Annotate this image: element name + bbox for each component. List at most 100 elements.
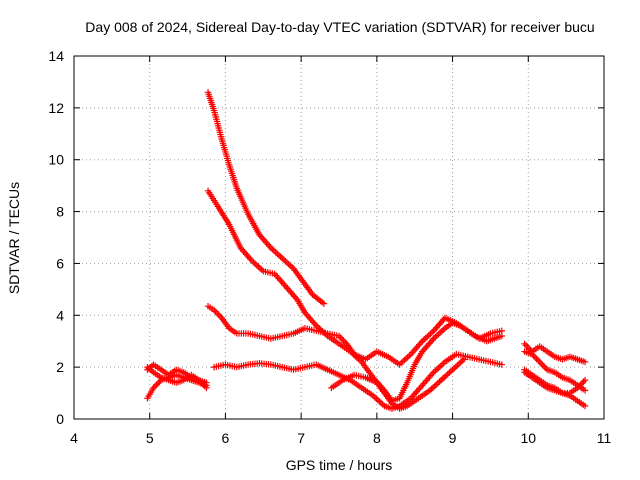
series-trace-3	[204, 303, 505, 368]
data-point	[581, 387, 589, 394]
data-point	[401, 356, 408, 364]
data-marks	[144, 89, 589, 412]
data-point	[436, 378, 443, 385]
data-point	[436, 363, 444, 370]
y-tick-label: 10	[48, 152, 64, 168]
data-point	[439, 375, 447, 382]
grid	[74, 56, 604, 419]
data-point	[498, 327, 505, 335]
data-point	[460, 356, 468, 363]
x-tick-label: 9	[449, 430, 457, 446]
data-point	[275, 252, 283, 259]
data-point	[457, 359, 464, 366]
data-point	[537, 360, 545, 367]
data-point	[581, 358, 589, 366]
data-point	[314, 323, 322, 331]
data-point	[431, 382, 438, 390]
data-point	[428, 329, 436, 336]
y-tick-label: 6	[56, 255, 64, 271]
series-trace-5	[328, 356, 468, 412]
data-point	[540, 363, 548, 370]
data-point	[406, 352, 413, 359]
series-trace-9	[521, 340, 589, 366]
data-point	[580, 378, 587, 385]
data-point	[373, 395, 380, 402]
data-point	[539, 361, 546, 369]
data-point	[444, 370, 451, 378]
series-trace-8	[144, 363, 210, 392]
data-point	[148, 367, 156, 375]
data-point	[452, 363, 460, 370]
data-point	[432, 367, 439, 375]
data-point	[533, 355, 540, 363]
data-point	[215, 311, 222, 318]
data-point	[438, 328, 445, 335]
x-tick-label: 5	[146, 430, 154, 446]
x-axis-label: GPS time / hours	[286, 457, 393, 473]
y-tick-label: 12	[48, 100, 64, 116]
data-point	[212, 308, 219, 315]
data-point	[374, 396, 382, 404]
data-point	[427, 330, 434, 338]
x-tick-label: 10	[520, 430, 536, 446]
y-axis-label: SDTVAR / TECUs	[6, 182, 22, 294]
data-point	[454, 362, 461, 369]
x-tick-label: 6	[222, 430, 230, 446]
x-tick-label: 7	[297, 430, 305, 446]
data-point	[459, 357, 466, 365]
data-point	[498, 361, 505, 368]
data-point	[274, 250, 281, 257]
data-point	[446, 369, 453, 376]
data-point	[285, 260, 292, 268]
data-point	[250, 259, 257, 266]
data-point	[404, 353, 411, 361]
data-point	[581, 402, 589, 410]
data-point	[436, 329, 444, 336]
data-point	[255, 263, 262, 270]
data-point	[279, 255, 286, 262]
data-point	[277, 253, 284, 260]
chart-title: Day 008 of 2024, Sidereal Day-to-day VTE…	[85, 19, 594, 35]
data-point	[524, 343, 531, 351]
data-point	[442, 372, 450, 379]
x-tick-label: 11	[597, 430, 612, 446]
y-tick-label: 8	[56, 204, 64, 220]
data-point	[288, 263, 296, 271]
plot-frame	[73, 55, 605, 420]
data-point	[425, 332, 432, 339]
x-tick-label: 4	[70, 430, 78, 446]
data-point	[432, 333, 439, 341]
data-point	[534, 357, 542, 364]
data-point	[438, 361, 445, 369]
data-point	[581, 376, 589, 384]
data-point	[423, 333, 431, 340]
data-point	[420, 336, 428, 343]
data-point	[251, 260, 259, 267]
y-tick-label: 2	[56, 359, 64, 375]
data-point	[154, 380, 162, 387]
data-point	[402, 355, 410, 362]
data-point	[521, 340, 528, 348]
data-point	[203, 384, 210, 392]
data-point	[377, 399, 385, 407]
data-point	[447, 368, 455, 375]
series-trace-6	[144, 371, 210, 402]
data-point	[256, 265, 264, 272]
y-tick-label: 4	[56, 307, 64, 323]
data-point	[397, 359, 405, 367]
data-point	[435, 330, 442, 338]
data-point	[422, 335, 429, 342]
data-point	[153, 381, 160, 388]
data-point	[270, 247, 278, 255]
series-trace-12	[521, 369, 589, 397]
data-point	[435, 364, 442, 372]
data-point	[280, 256, 288, 263]
data-point	[269, 246, 276, 253]
data-point	[287, 262, 294, 269]
series-trace-2	[204, 187, 505, 405]
data-point	[531, 354, 539, 361]
data-point	[434, 379, 442, 387]
data-point	[438, 376, 445, 384]
data-point	[429, 384, 437, 391]
data-point	[536, 358, 543, 366]
